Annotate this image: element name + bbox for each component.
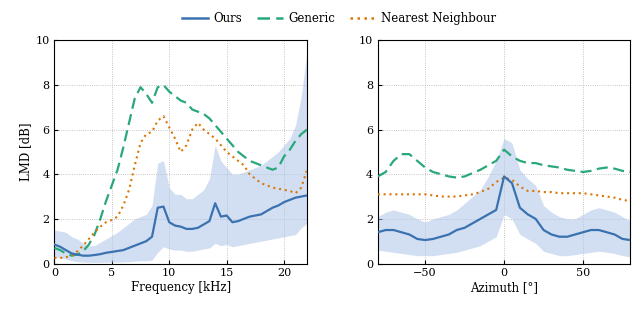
Legend: Ours, Generic, Nearest Neighbour: Ours, Generic, Nearest Neighbour [177,7,501,30]
X-axis label: Azimuth [°]: Azimuth [°] [470,281,538,294]
X-axis label: Frequency [kHz]: Frequency [kHz] [131,281,231,294]
Y-axis label: LMD [dB]: LMD [dB] [19,123,33,181]
